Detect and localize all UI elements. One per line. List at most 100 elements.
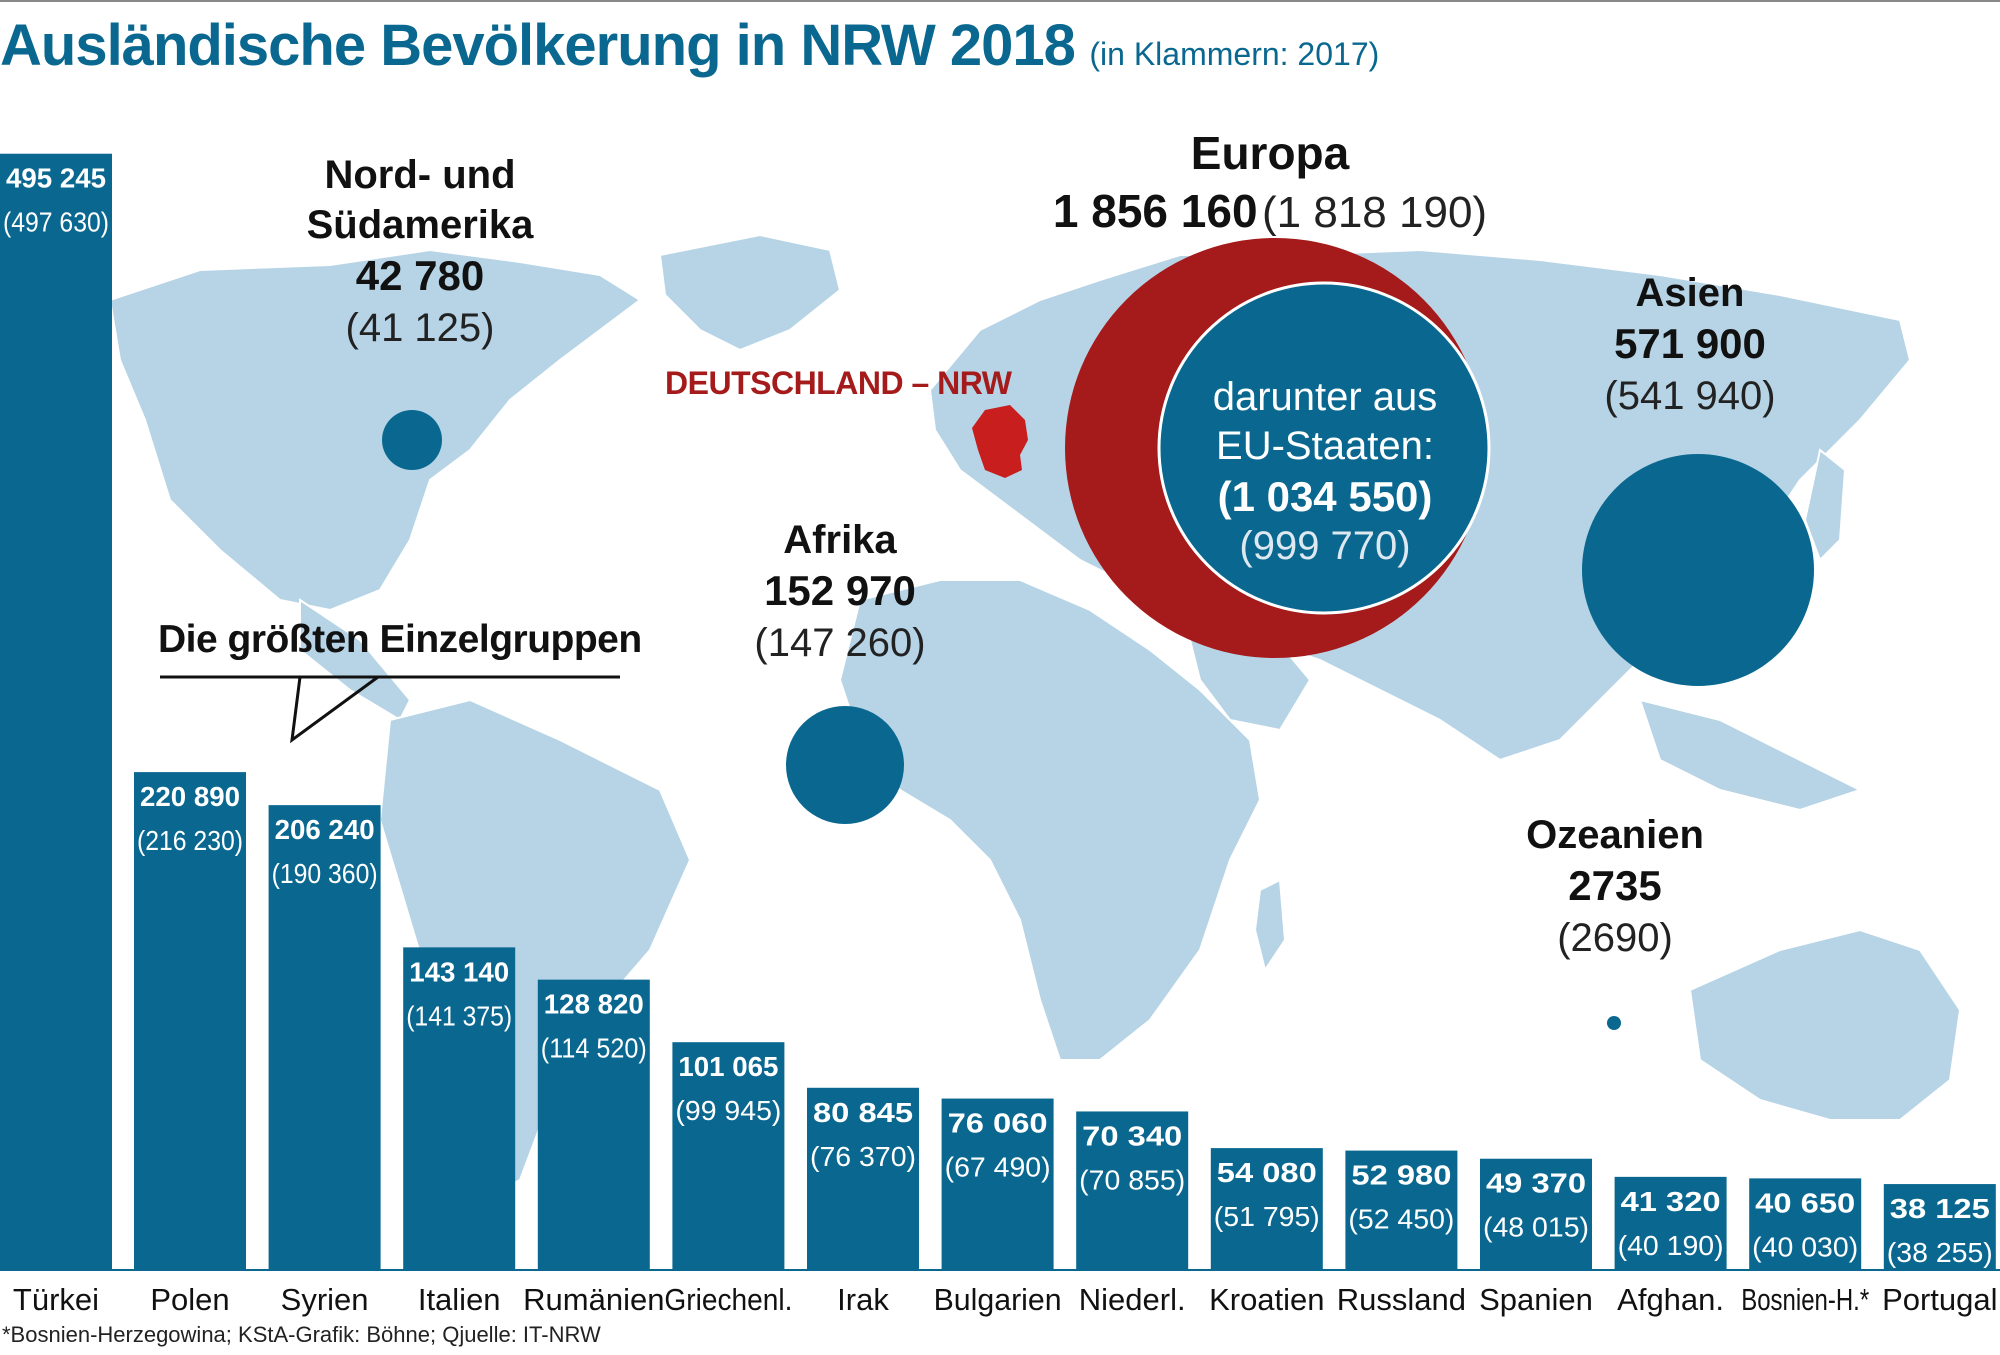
category-label-6: Irak xyxy=(837,1282,889,1317)
region-eu-value: (1 034 550) xyxy=(1217,472,1433,520)
chart-title-row: Ausländische Bevölkerung in NRW 2018 (in… xyxy=(0,12,1379,79)
bar-value-label-0: 495 245 xyxy=(6,163,106,194)
bar-prev-label-12: (40 190) xyxy=(1618,1230,1724,1261)
bar-13 xyxy=(1749,1178,1862,1270)
bar-value-label-2: 206 240 xyxy=(275,814,375,845)
chart-title: Ausländische Bevölkerung in NRW 2018 xyxy=(0,13,1076,78)
region-eu-name2: EU-Staaten: xyxy=(1216,423,1434,468)
bar-12 xyxy=(1614,1176,1727,1270)
bar-prev-label-5: (99 945) xyxy=(675,1095,781,1126)
oceania-circle xyxy=(1607,1016,1621,1030)
category-label-2: Syrien xyxy=(281,1282,369,1317)
map-australia xyxy=(1688,928,1962,1121)
category-label-14: Portugal xyxy=(1882,1282,1997,1317)
bar-prev-label-8: (70 855) xyxy=(1079,1164,1185,1195)
region-asia-name: Asien xyxy=(1635,271,1745,315)
bar-prev-label-1: (216 230) xyxy=(137,825,243,856)
category-label-11: Spanien xyxy=(1479,1282,1593,1317)
map-greenland xyxy=(658,233,842,352)
category-label-3: Italien xyxy=(418,1282,501,1317)
bar-value-label-5: 101 065 xyxy=(678,1051,778,1082)
region-europe-value: 1 856 160 xyxy=(1052,184,1258,237)
region-europe: Europa 1 856 160 (1 818 190) xyxy=(1020,125,1520,240)
category-label-0: Türkei xyxy=(13,1282,99,1317)
region-africa-name: Afrika xyxy=(783,518,897,562)
region-africa-value: 152 970 xyxy=(764,567,916,614)
category-label-8: Niederl. xyxy=(1079,1282,1186,1317)
bar-value-label-14: 38 125 xyxy=(1890,1193,1990,1224)
bar-value-label-13: 40 650 xyxy=(1755,1187,1855,1218)
bar-prev-label-2: (190 360) xyxy=(272,858,378,889)
callout-tail xyxy=(290,675,379,744)
category-label-7: Bulgarien xyxy=(934,1282,1062,1317)
category-label-9: Kroatien xyxy=(1209,1282,1324,1317)
america-circle xyxy=(382,410,442,470)
bar-prev-label-7: (67 490) xyxy=(945,1152,1051,1183)
bar-4 xyxy=(537,979,650,1270)
region-eu: darunter aus EU-Staaten: (1 034 550) (99… xyxy=(1150,373,1500,571)
region-eu-name1: darunter aus xyxy=(1212,375,1438,419)
category-label-1: Polen xyxy=(150,1282,229,1317)
footnote: *Bosnien-Herzegowina; KStA-Grafik: Böhne… xyxy=(2,1322,601,1347)
bar-prev-label-0: (497 630) xyxy=(3,207,109,238)
bar-6 xyxy=(807,1087,919,1270)
asia-circle xyxy=(1582,454,1814,686)
region-oceania-prev: (2690) xyxy=(1557,915,1673,960)
region-asia: Asien 571 900 (541 940) xyxy=(1540,268,1840,421)
region-america: Nord- und Südamerika 42 780 (41 125) xyxy=(270,150,570,353)
bar-value-label-1: 220 890 xyxy=(140,781,240,812)
bar-value-label-11: 49 370 xyxy=(1486,1168,1586,1199)
map-madagascar xyxy=(1253,878,1287,973)
region-africa-prev: (147 260) xyxy=(754,620,926,665)
category-label-12: Afghan. xyxy=(1617,1282,1724,1317)
map-japan xyxy=(1803,448,1847,562)
bar-value-label-3: 143 140 xyxy=(409,956,509,987)
africa-circle xyxy=(786,706,904,824)
region-europe-prev: (1 818 190) xyxy=(1262,187,1488,237)
bar-value-label-9: 54 080 xyxy=(1217,1157,1317,1188)
bar-value-label-8: 70 340 xyxy=(1082,1120,1182,1151)
germany-shape xyxy=(972,405,1028,478)
bar-prev-label-13: (40 030) xyxy=(1752,1231,1858,1262)
bar-prev-label-3: (141 375) xyxy=(406,1000,512,1031)
bar-prev-label-6: (76 370) xyxy=(810,1141,916,1172)
region-oceania: Ozeanien 2735 (2690) xyxy=(1465,810,1765,963)
eu-circle xyxy=(1157,281,1491,615)
bar-2 xyxy=(268,805,381,1270)
bar-5 xyxy=(672,1042,785,1270)
map-africa xyxy=(838,579,1262,1061)
region-asia-value: 571 900 xyxy=(1614,320,1766,367)
bar-10 xyxy=(1345,1150,1458,1270)
map-southeast-asia xyxy=(1638,698,1863,812)
bar-11 xyxy=(1480,1158,1592,1270)
region-eu-prev: (999 770) xyxy=(1239,523,1411,568)
bar-prev-label-10: (52 450) xyxy=(1348,1204,1454,1235)
category-label-13: Bosnien-H.* xyxy=(1741,1282,1869,1317)
bar-value-label-12: 41 320 xyxy=(1621,1186,1721,1217)
bar-9 xyxy=(1210,1148,1323,1270)
chart-subtitle: (in Klammern: 2017) xyxy=(1089,36,1380,72)
bar-0 xyxy=(0,153,112,1270)
region-asia-prev: (541 940) xyxy=(1604,373,1776,418)
bar-prev-label-9: (51 795) xyxy=(1214,1201,1320,1232)
bar-prev-label-11: (48 015) xyxy=(1483,1212,1589,1243)
bar-14 xyxy=(1883,1184,1996,1270)
region-africa: Afrika 152 970 (147 260) xyxy=(690,515,990,668)
region-oceania-name: Ozeanien xyxy=(1526,813,1704,857)
bar-value-label-10: 52 980 xyxy=(1351,1160,1451,1191)
bar-value-label-7: 76 060 xyxy=(948,1108,1048,1139)
region-oceania-value: 2735 xyxy=(1568,862,1662,909)
region-america-value: 42 780 xyxy=(355,252,485,299)
category-label-5: Griechenl. xyxy=(664,1282,792,1317)
bar-7 xyxy=(941,1098,1054,1270)
category-label-4: Rumänien xyxy=(523,1282,664,1317)
bar-3 xyxy=(403,947,516,1270)
bar-1 xyxy=(134,772,246,1270)
bar-value-label-4: 128 820 xyxy=(544,989,644,1020)
bar-value-label-6: 80 845 xyxy=(813,1097,913,1128)
region-america-name2: Südamerika xyxy=(306,203,534,247)
bar-8 xyxy=(1076,1111,1189,1270)
